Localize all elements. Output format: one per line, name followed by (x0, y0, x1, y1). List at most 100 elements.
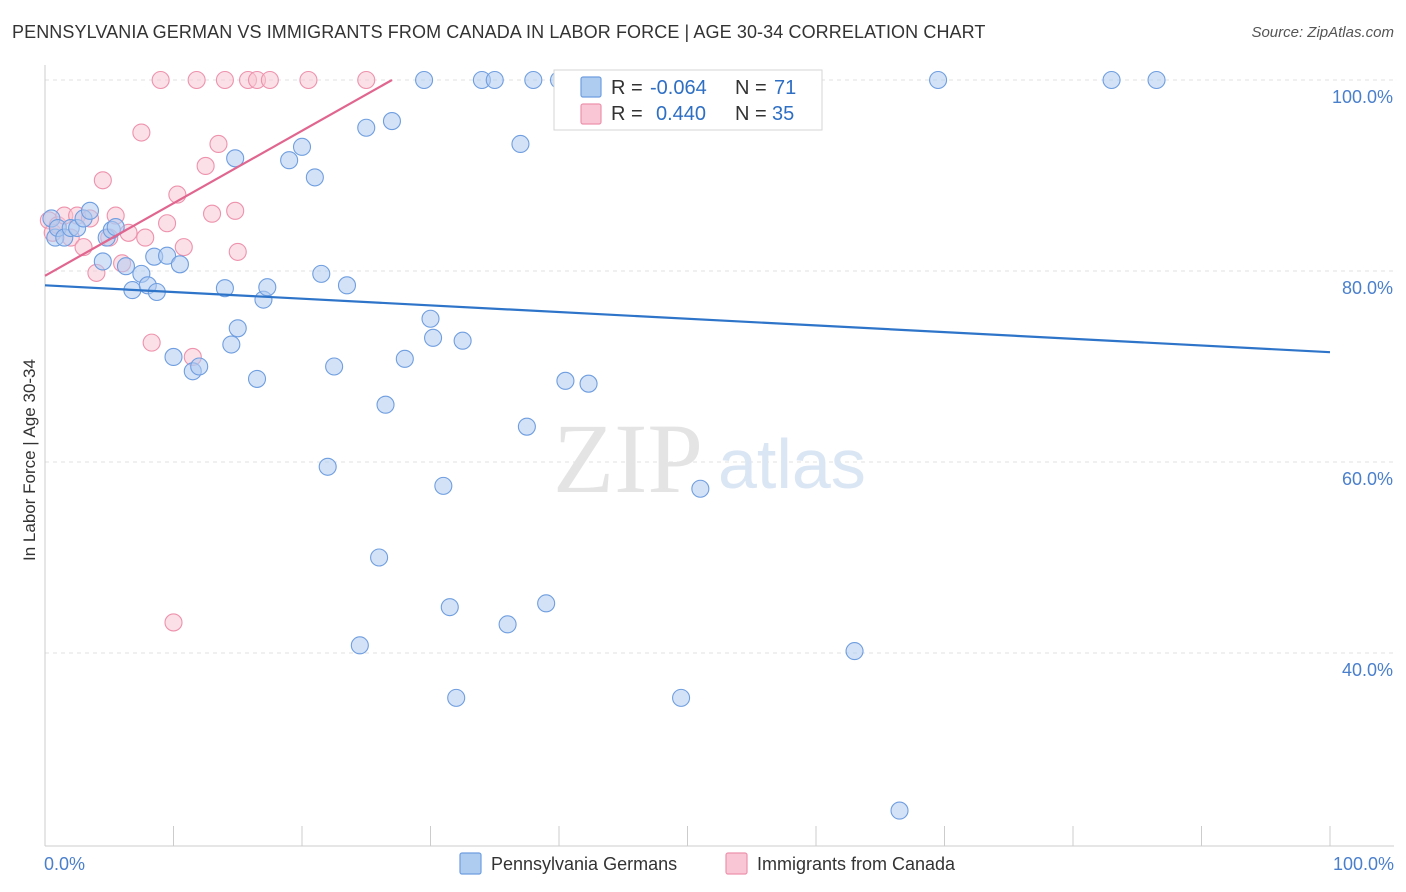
trend-line-pennsylvania-germans (44, 284, 1331, 354)
data-point (447, 688, 466, 707)
y-tick-label-0: 100.0% (1332, 87, 1393, 107)
data-point (258, 278, 277, 297)
source-label: Source: ZipAtlas.com (1251, 24, 1394, 41)
data-point (174, 238, 193, 257)
data-point (280, 151, 299, 170)
data-point (524, 70, 543, 90)
stats-r-value-1: -0.064 (650, 77, 707, 99)
data-point (203, 204, 222, 223)
stats-n-label-2: N = (735, 103, 767, 125)
x-tick-label-1: 100.0% (1333, 854, 1394, 874)
stats-r-label-1: R = (611, 77, 643, 99)
data-point (132, 123, 151, 142)
stats-n-label-1: N = (735, 77, 767, 99)
data-point (370, 548, 389, 567)
data-point (691, 479, 710, 498)
gridlines (45, 79, 1394, 654)
legend-swatch-pennsylvania-germans (459, 852, 482, 875)
data-point (222, 335, 241, 354)
data-point (376, 395, 395, 414)
data-point (158, 214, 177, 233)
data-point (485, 70, 504, 90)
data-point (228, 242, 247, 261)
data-point (395, 349, 414, 368)
data-point (164, 613, 183, 632)
tick-labels: 100.0% 80.0% 60.0% 40.0% 0.0% 100.0% (44, 87, 1394, 874)
data-point (226, 201, 245, 220)
data-point (325, 357, 344, 376)
y-tick-label-2: 60.0% (1342, 469, 1393, 489)
data-point (299, 70, 318, 90)
data-point (318, 457, 337, 476)
data-point (424, 328, 443, 347)
watermark-zip: ZIP (553, 403, 703, 514)
data-point (434, 476, 453, 495)
data-point (845, 642, 864, 661)
stats-r-value-2: 0.440 (656, 103, 706, 125)
data-point (80, 201, 100, 220)
data-point (929, 70, 948, 90)
legend-label-immigrants-from-canada: Immigrants from Canada (757, 854, 956, 874)
data-point (453, 331, 472, 350)
stats-r-label-2: R = (611, 103, 643, 125)
y-tick-label-1: 80.0% (1342, 278, 1393, 298)
data-point (158, 246, 177, 265)
data-point (415, 70, 434, 90)
data-point (187, 70, 206, 90)
series-immigrants-from-canada (39, 70, 376, 632)
data-point (247, 369, 267, 388)
data-point (142, 333, 161, 352)
trend-line-immigrants-from-canada (44, 79, 393, 277)
watermark: ZIP atlas (553, 403, 866, 514)
data-point (215, 279, 234, 298)
data-point (164, 347, 183, 367)
data-point (190, 357, 209, 376)
data-point (151, 70, 170, 90)
data-point (556, 371, 575, 390)
bottom-legend: Pennsylvania Germans Immigrants from Can… (459, 852, 956, 875)
data-point (382, 112, 402, 131)
data-point (517, 417, 536, 436)
chart-title: PENNSYLVANIA GERMAN VS IMMIGRANTS FROM C… (12, 22, 986, 42)
data-point (357, 70, 376, 90)
data-point (305, 168, 324, 187)
data-point (1102, 70, 1121, 90)
legend-swatch-immigrants-from-canada (725, 852, 748, 875)
trend-lines (44, 79, 1331, 354)
stats-swatch-pink (580, 103, 602, 125)
data-point (196, 156, 215, 175)
stats-swatch-blue (580, 76, 602, 98)
data-point (93, 252, 112, 271)
stats-n-value-2: 35 (772, 103, 794, 125)
data-point (226, 149, 245, 168)
data-point (93, 171, 112, 190)
data-point (337, 276, 357, 295)
data-point (440, 598, 459, 617)
data-point (116, 257, 136, 276)
stats-legend: R = -0.064 N = 71 R = 0.440 N = 35 (553, 69, 823, 131)
data-point (312, 264, 331, 283)
watermark-atlas: atlas (718, 425, 866, 503)
axes (44, 65, 1394, 847)
data-point (672, 688, 691, 707)
data-point (228, 319, 247, 338)
data-point (579, 374, 598, 393)
data-point (260, 70, 279, 90)
data-point (357, 118, 376, 137)
data-point (537, 594, 556, 613)
stats-n-value-1: 71 (774, 77, 796, 99)
x-tick-label-0: 0.0% (44, 854, 85, 874)
data-point (209, 134, 228, 154)
data-point (1147, 70, 1166, 90)
data-point (511, 134, 530, 154)
data-point (421, 309, 440, 328)
data-point (170, 255, 189, 274)
data-point (215, 70, 234, 90)
y-tick-label-3: 40.0% (1342, 660, 1393, 680)
data-point (350, 636, 369, 655)
data-point (890, 801, 909, 820)
data-point (498, 615, 517, 634)
legend-label-pennsylvania-germans: Pennsylvania Germans (491, 854, 677, 874)
data-point (136, 228, 155, 247)
